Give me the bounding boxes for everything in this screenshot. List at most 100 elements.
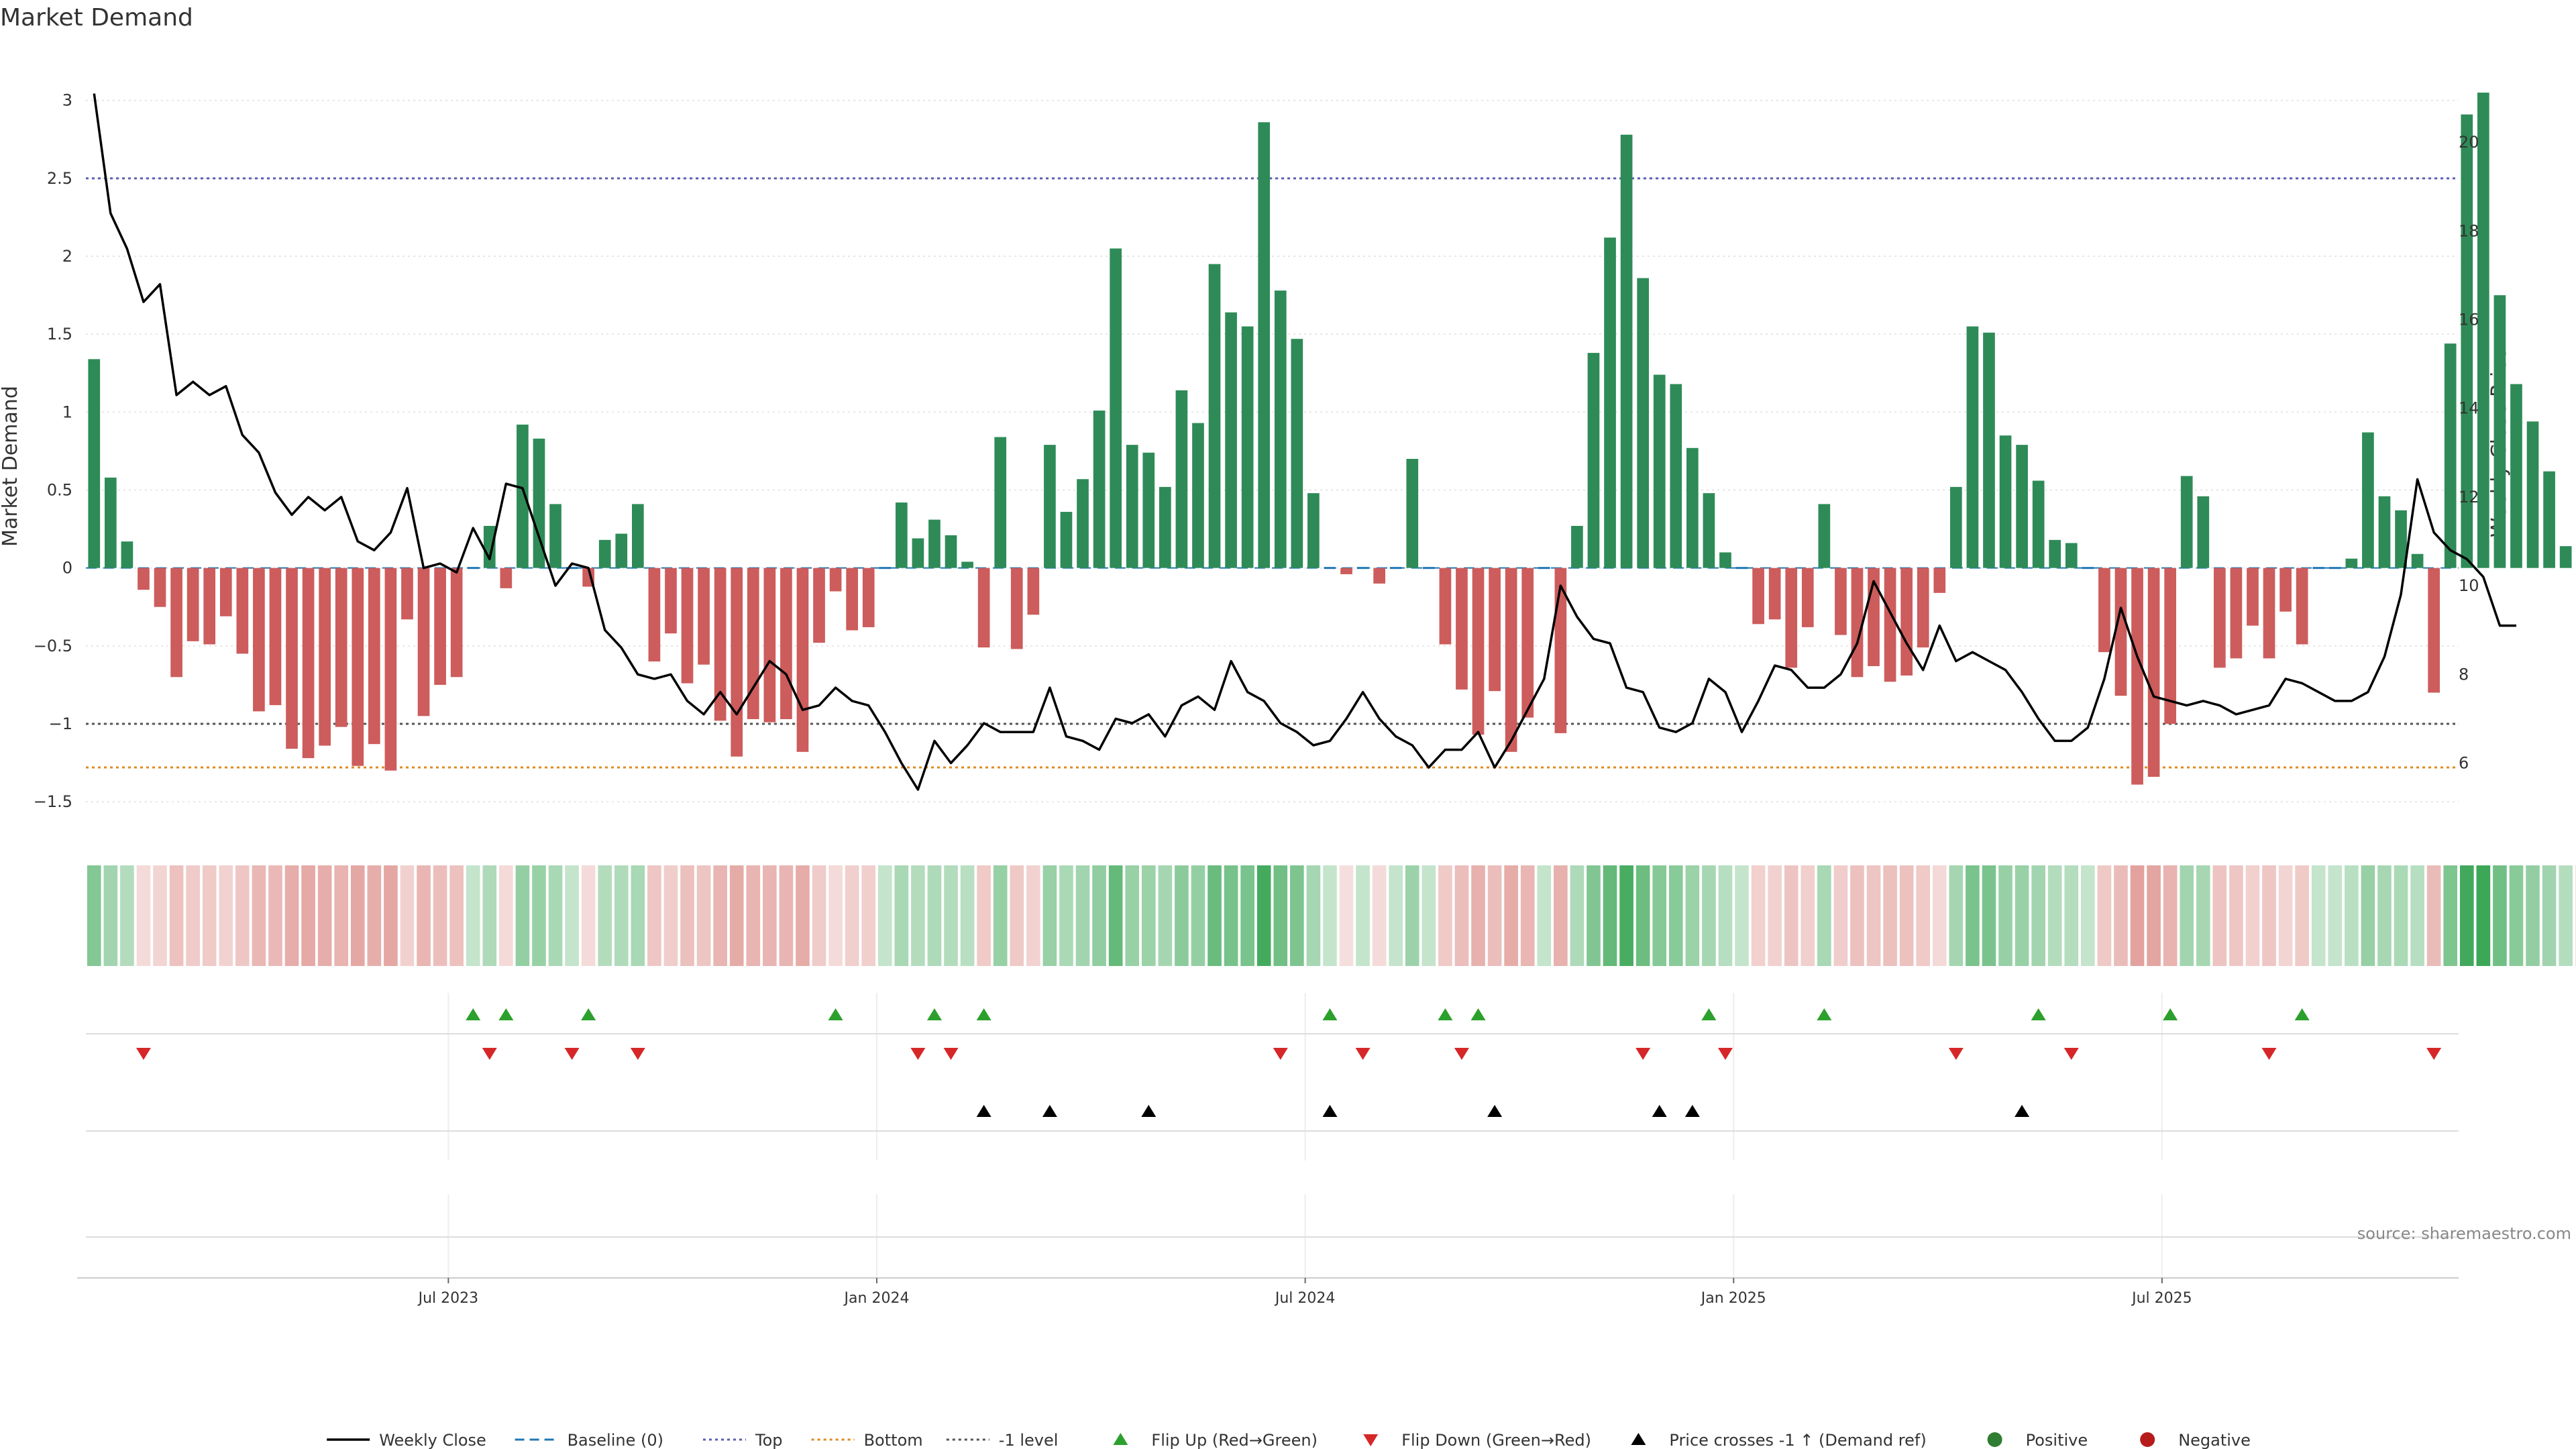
heat-cell <box>2394 865 2408 966</box>
demand-bar <box>780 568 792 720</box>
heat-cell <box>1339 865 1354 966</box>
heat-cell <box>2147 865 2161 966</box>
demand-bar <box>2180 476 2193 568</box>
flip-up-marker <box>466 1008 481 1020</box>
heat-cell <box>1998 865 2012 966</box>
flip-up-marker <box>1817 1008 1832 1020</box>
heat-cell <box>548 865 563 966</box>
demand-bar <box>384 568 397 771</box>
price-cross-marker <box>1684 1105 1700 1117</box>
demand-bar <box>434 568 446 685</box>
price-cross-marker <box>976 1105 991 1117</box>
heat-cell <box>2031 865 2045 966</box>
legend-label: Negative <box>2178 1431 2251 1449</box>
heat-cell <box>1158 865 1173 966</box>
heat-cell <box>120 865 134 966</box>
heat-cell <box>1306 865 1321 966</box>
price-cross-marker <box>1042 1105 1057 1117</box>
heat-cell <box>796 865 810 966</box>
heat-cell <box>499 865 513 966</box>
flip-up-marker <box>2163 1008 2178 1020</box>
demand-bar <box>1274 290 1287 568</box>
legend: Weekly Close Baseline (0) Top Bottom -1 leve… <box>327 1431 2251 1449</box>
y2-tick-label: 10 <box>2459 576 2479 595</box>
demand-bar <box>1010 568 1023 649</box>
heat-cell <box>252 865 266 966</box>
demand-bar <box>1077 479 1089 568</box>
heat-cell <box>1949 865 1964 966</box>
demand-bar <box>1884 568 1896 682</box>
demand-bar <box>977 568 990 648</box>
legend-symbol <box>1987 1432 2002 1447</box>
legend-item: Positive <box>1987 1431 2088 1449</box>
heat-cell <box>696 865 711 966</box>
demand-bar <box>88 359 101 568</box>
main-gridlines <box>86 99 2459 1278</box>
legend-item: Price crosses -1 ↑ (Demand ref) <box>1631 1431 1927 1449</box>
flip-up-marker <box>498 1008 514 1020</box>
heat-cell <box>1042 865 1057 966</box>
heat-cell <box>1421 865 1436 966</box>
price-cross-marker <box>2015 1105 2030 1117</box>
flip-down-marker <box>1273 1048 1288 1060</box>
demand-bar <box>1356 567 1369 570</box>
demand-bar <box>1225 312 1237 568</box>
flip-down-marker <box>2426 1048 2442 1060</box>
heat-cell <box>581 865 596 966</box>
demand-bar <box>154 568 166 607</box>
legend-symbol <box>1631 1433 1646 1445</box>
heat-cell <box>1916 865 1931 966</box>
demand-bar <box>1142 452 1155 568</box>
demand-bar <box>105 477 117 568</box>
heat-cell <box>103 865 118 966</box>
heat-cell <box>944 865 958 966</box>
weekly-close-line <box>93 93 2516 791</box>
demand-bar <box>401 568 413 620</box>
heat-cell <box>1768 865 1782 966</box>
heat-cell <box>845 865 859 966</box>
heat-cell <box>433 865 447 966</box>
demand-bar <box>1456 568 1468 690</box>
heat-cell <box>1966 865 1980 966</box>
demand-bar <box>813 568 825 643</box>
legend-symbol <box>1113 1433 1128 1445</box>
heat-cell <box>2229 865 2243 966</box>
demand-bar <box>1175 390 1188 568</box>
heat-cell <box>2476 865 2491 966</box>
demand-bar <box>1620 134 1633 568</box>
demand-bar <box>912 538 924 568</box>
heat-cell <box>1290 865 1304 966</box>
demand-bar <box>2131 568 2143 785</box>
heat-cell <box>153 865 167 966</box>
heat-cell <box>1323 865 1337 966</box>
demand-bar <box>2362 432 2374 568</box>
heat-cell <box>1817 865 1831 966</box>
flip-up-marker <box>2294 1008 2310 1020</box>
demand-bar <box>928 519 941 568</box>
demand-bar <box>1686 447 1699 568</box>
demand-bar <box>368 568 380 745</box>
demand-bar <box>1439 568 1452 645</box>
heat-cell <box>1389 865 1403 966</box>
heat-cell <box>482 865 497 966</box>
heat-cell <box>1932 865 1947 966</box>
heat-cell <box>977 865 991 966</box>
heat-cell <box>927 865 942 966</box>
demand-bar <box>1423 567 1435 570</box>
demand-bar <box>517 424 529 568</box>
demand-bar <box>2328 567 2341 570</box>
legend-symbol <box>1363 1434 1379 1446</box>
heat-cell <box>1026 865 1040 966</box>
y-tick-label: −0.5 <box>34 637 72 655</box>
heat-cell <box>2509 865 2524 966</box>
legend-label: Positive <box>2026 1431 2088 1449</box>
demand-bar <box>2114 568 2127 696</box>
heat-cell <box>2377 865 2392 966</box>
demand-bar <box>2461 114 2473 568</box>
demand-bar <box>203 568 216 645</box>
heat-cell <box>763 865 777 966</box>
heat-cell <box>1982 865 1996 966</box>
heat-cell <box>2526 865 2540 966</box>
demand-bar <box>1093 411 1106 568</box>
heat-cell <box>877 865 892 966</box>
